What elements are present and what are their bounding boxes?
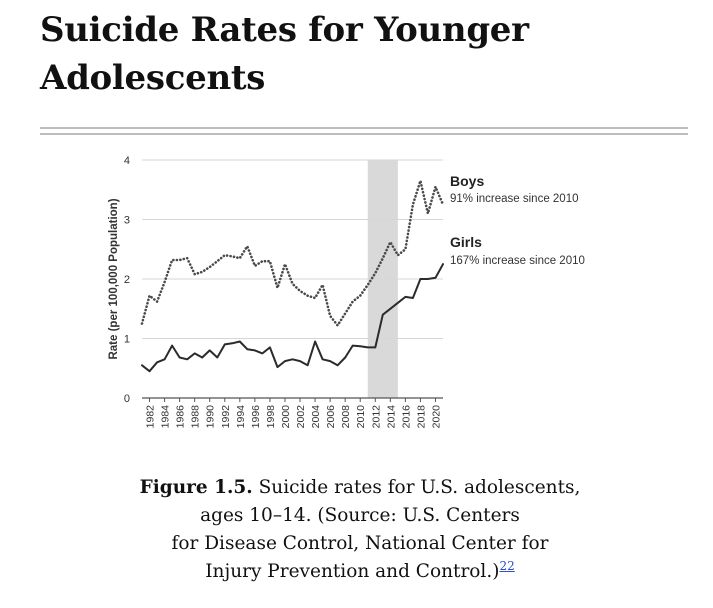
x-tick-label: 2012 — [370, 405, 382, 429]
x-tick-label: 2018 — [415, 405, 427, 429]
series-note-boys: 91% increase since 2010 — [450, 193, 579, 205]
page-title-line-2: Adolescents — [40, 58, 266, 98]
series-label-girls: Girls — [450, 234, 482, 250]
footnote-link[interactable]: 22 — [499, 558, 515, 573]
x-tick-label: 2010 — [355, 405, 367, 429]
x-tick-label: 1984 — [160, 405, 172, 429]
series-note-girls: 167% increase since 2010 — [450, 255, 585, 267]
x-tick-label: 1992 — [220, 405, 232, 429]
series-line-boys — [140, 179, 445, 327]
chart: 0 1 2 3 4 1982 1984 1986 1988 1990 1992 1994 1996 199… — [108, 155, 585, 429]
x-tick-label: 2000 — [280, 405, 292, 429]
series-line-girls — [141, 263, 444, 373]
x-tick-label: 1990 — [205, 405, 217, 429]
caption-text-4: Injury Prevention and Control.) — [205, 561, 500, 582]
y-tick-label: 2 — [124, 274, 130, 286]
caption-line-2: ages 10–14. (Source: U.S. Centers — [200, 505, 520, 526]
x-tick-label: 1996 — [250, 405, 262, 429]
x-tick-label: 1994 — [235, 405, 247, 429]
y-tick-label: 3 — [124, 215, 130, 227]
x-tick-label: 2016 — [400, 405, 412, 429]
y-tick-label: 4 — [124, 155, 130, 167]
page-title: Suicide Rates for Younger Adolescents — [40, 6, 680, 102]
x-tick-label: 1982 — [145, 405, 157, 429]
caption-figure-number: Figure 1.5. — [139, 477, 253, 498]
caption-line-3: for Disease Control, National Center for — [171, 533, 549, 554]
y-axis-label: Rate (per 100,000 Population) — [108, 198, 120, 359]
x-tick-label: 2020 — [430, 405, 442, 429]
x-tick-label: 2004 — [310, 405, 322, 429]
y-tick-label: 1 — [124, 334, 130, 346]
x-tick-label: 2008 — [340, 405, 352, 429]
x-tick-label: 2014 — [385, 405, 397, 429]
x-tick-label: 1988 — [190, 405, 202, 429]
caption-line-1: Figure 1.5. Suicide rates for U.S. adole… — [80, 474, 640, 502]
divider-top — [40, 127, 688, 129]
figure-caption: Figure 1.5. Suicide rates for U.S. adole… — [80, 474, 640, 586]
divider-bottom — [40, 133, 688, 135]
x-tick-label: 2002 — [295, 405, 307, 429]
caption-line-4: Injury Prevention and Control.)22 — [80, 558, 640, 586]
y-tick-label: 0 — [124, 393, 130, 405]
x-tick-label: 1998 — [265, 405, 277, 429]
series-label-boys: Boys — [450, 173, 484, 189]
caption-text-1: Suicide rates for U.S. adolescents, — [252, 477, 581, 498]
x-tick-label: 2006 — [325, 405, 337, 429]
x-tick-label: 1986 — [175, 405, 187, 429]
page-title-line-1: Suicide Rates for Younger — [40, 10, 529, 50]
